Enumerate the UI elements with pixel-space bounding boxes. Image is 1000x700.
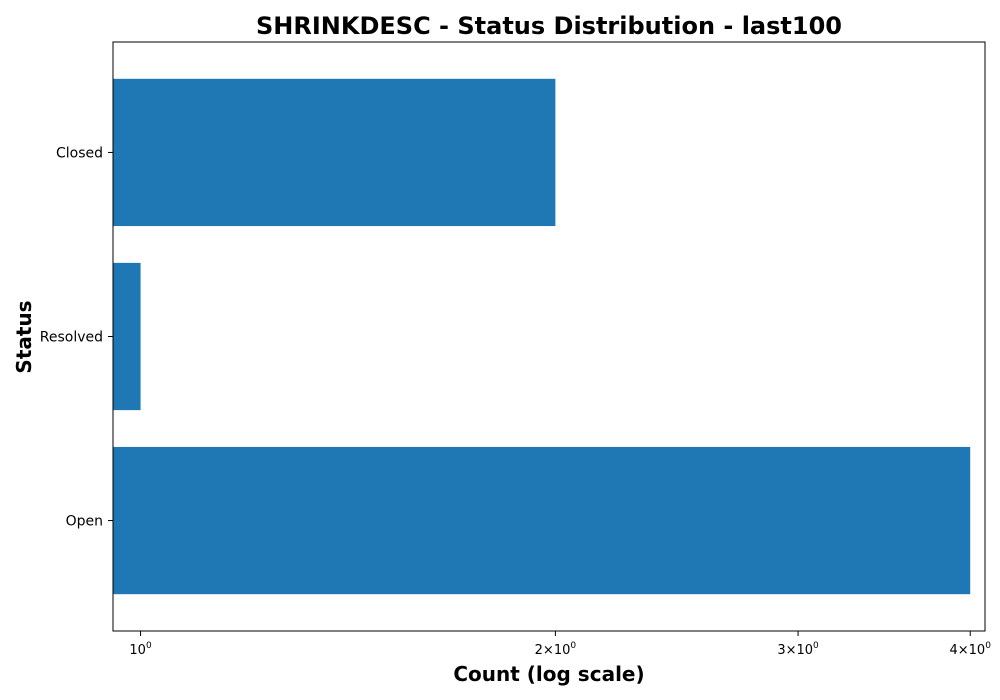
y-axis-label: Status <box>12 300 36 373</box>
x-tick-label-1: 100 <box>129 641 152 658</box>
y-tick-label-open: Open <box>66 514 103 530</box>
bars-layer <box>113 78 971 595</box>
y-tick-label-resolved: Resolved <box>40 330 103 346</box>
x-tick-label-3: 3×100 <box>777 641 819 658</box>
x-tick-label-2: 2×100 <box>535 641 577 658</box>
chart-title: SHRINKDESC - Status Distribution - last1… <box>256 12 842 40</box>
x-tick-label-4: 4×100 <box>949 641 991 658</box>
bar-closed <box>113 78 556 227</box>
bar-open <box>113 446 971 595</box>
x-axis-label: Count (log scale) <box>453 662 644 686</box>
axes-layer: Closed Resolved Open 100 2×100 3×100 4×100 <box>40 41 991 658</box>
y-tick-label-closed: Closed <box>56 145 103 161</box>
bar-resolved <box>113 262 141 411</box>
